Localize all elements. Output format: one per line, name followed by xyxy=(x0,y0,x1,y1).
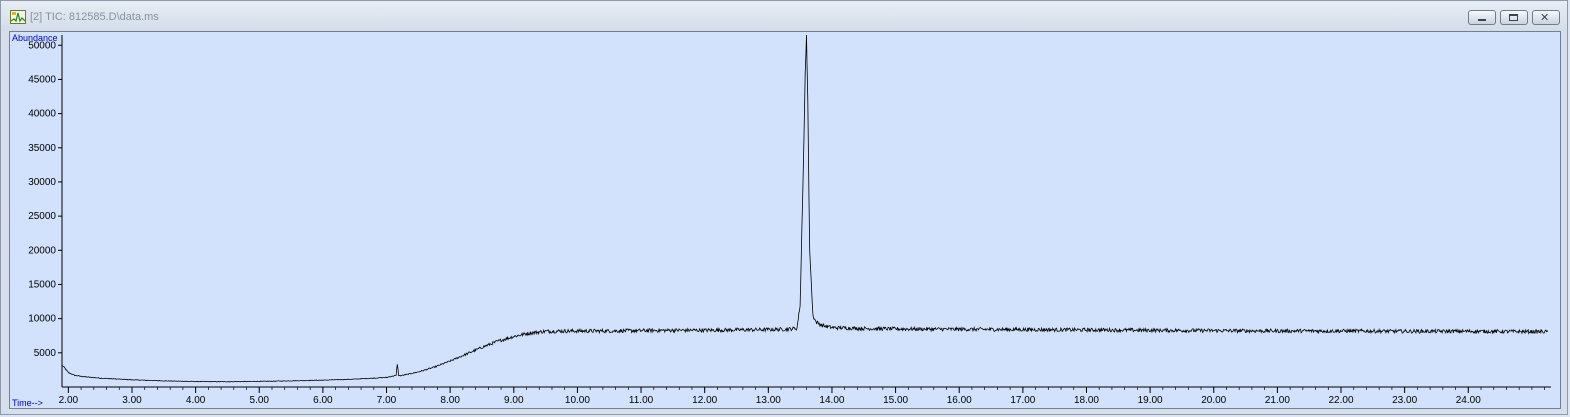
tic-trace-line xyxy=(61,34,1549,383)
y-tick-label: 40000 xyxy=(28,109,56,120)
chromatogram-plot[interactable]: 5000 10000 15000 20000 25000 30000 35000 40000 4… xyxy=(9,31,1561,409)
y-axis-label: Abundance xyxy=(12,33,58,43)
x-tick-label: 20.00 xyxy=(1201,395,1226,406)
x-tick-label: 3.00 xyxy=(122,395,142,406)
y-tick-label: 30000 xyxy=(28,177,56,188)
tic-chart: 5000 10000 15000 20000 25000 30000 35000 40000 4… xyxy=(28,34,1551,406)
x-tick-label: 11.00 xyxy=(629,395,654,406)
x-tick-label: 24.00 xyxy=(1456,395,1481,406)
y-tick-label: 35000 xyxy=(28,143,56,154)
y-tick-label: 45000 xyxy=(28,74,56,85)
y-tick-label: 20000 xyxy=(28,245,56,256)
y-tick-label: 25000 xyxy=(28,211,56,222)
x-tick-label: 6.00 xyxy=(313,395,333,406)
minimize-icon xyxy=(1478,19,1486,21)
x-axis-label: Time--> xyxy=(12,398,43,408)
x-tick-label: 22.00 xyxy=(1328,395,1353,406)
close-button[interactable]: ✕ xyxy=(1532,10,1560,25)
x-tick-label: 18.00 xyxy=(1074,395,1099,406)
x-tick-label: 13.00 xyxy=(756,395,781,406)
x-tick-label: 15.00 xyxy=(883,395,908,406)
y-tick-label: 10000 xyxy=(28,314,56,325)
x-tick-label: 9.00 xyxy=(504,395,524,406)
x-tick-label: 16.00 xyxy=(947,395,972,406)
x-tick-label: 21.00 xyxy=(1265,395,1290,406)
x-tick-label: 2.00 xyxy=(59,395,79,406)
x-tick-label: 7.00 xyxy=(377,395,397,406)
y-tick-label: 15000 xyxy=(28,279,56,290)
x-tick-label: 4.00 xyxy=(186,395,206,406)
close-icon: ✕ xyxy=(1540,11,1550,24)
x-tick-label: 17.00 xyxy=(1010,395,1035,406)
y-tick-label: 5000 xyxy=(34,348,57,359)
x-tick-label: 23.00 xyxy=(1392,395,1417,406)
maximize-icon xyxy=(1509,14,1518,21)
minimize-button[interactable] xyxy=(1468,10,1496,25)
x-tick-label: 8.00 xyxy=(440,395,460,406)
x-tick-label: 5.00 xyxy=(250,395,270,406)
maximize-button[interactable] xyxy=(1500,10,1528,25)
chromatogram-app-icon xyxy=(10,10,26,24)
x-tick-label: 14.00 xyxy=(819,395,844,406)
x-tick-label: 10.00 xyxy=(565,395,590,406)
y-tick-label: 50000 xyxy=(28,40,56,51)
x-tick-label: 19.00 xyxy=(1138,395,1163,406)
title-bar[interactable]: [2] TIC: 812585.D\data.ms ✕ xyxy=(1,1,1567,31)
window-title: [2] TIC: 812585.D\data.ms xyxy=(30,11,159,23)
x-tick-label: 12.00 xyxy=(692,395,717,406)
